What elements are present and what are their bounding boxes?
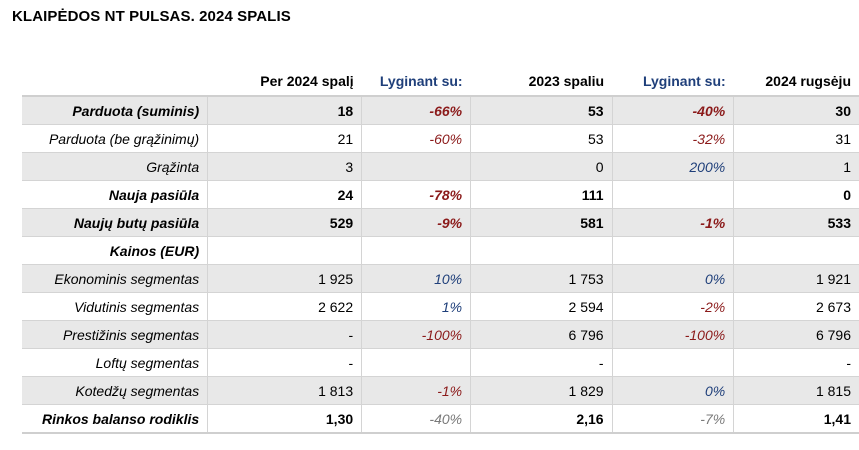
value-oct-2023: 581 <box>470 208 613 237</box>
change-vs-sep-2024 <box>612 236 735 265</box>
value-oct-2024: - <box>207 348 363 377</box>
row-label: Grąžinta <box>22 152 209 181</box>
change-vs-oct-2023: -78% <box>361 180 472 209</box>
value-oct-2023: - <box>470 348 613 377</box>
value-oct-2023: 6 796 <box>470 320 613 349</box>
row-label: Prestižinis segmentas <box>22 320 209 349</box>
value-oct-2024 <box>207 236 363 265</box>
change-vs-sep-2024 <box>612 348 735 377</box>
change-vs-oct-2023: -60% <box>361 124 472 153</box>
change-vs-sep-2024 <box>612 180 735 209</box>
table-row: Prestižinis segmentas - -100% 6 796 -100% 6 7… <box>22 320 859 349</box>
value-oct-2024: 1 813 <box>207 376 363 405</box>
row-label: Rinkos balanso rodiklis <box>22 404 209 434</box>
value-oct-2023: 111 <box>470 180 613 209</box>
value-sep-2024: 31 <box>733 124 859 153</box>
table-row: Parduota (be grąžinimų) 21 -60% 53 -32% 31 <box>22 124 859 153</box>
value-oct-2024: 529 <box>207 208 363 237</box>
change-vs-oct-2023 <box>361 152 472 181</box>
change-vs-sep-2024: -1% <box>612 208 735 237</box>
value-oct-2024: - <box>207 320 363 349</box>
row-label: Kainos (EUR) <box>22 236 209 265</box>
value-oct-2023: 0 <box>470 152 613 181</box>
value-sep-2024: 1,41 <box>733 404 859 434</box>
header-label-column <box>22 67 208 97</box>
table-row: Naujų butų pasiūla 529 -9% 581 -1% 533 <box>22 208 859 237</box>
value-oct-2024: 1,30 <box>207 404 363 434</box>
change-vs-oct-2023: 10% <box>361 264 472 293</box>
page-title: KLAIPĖDOS NT PULSAS. 2024 SPALIS <box>12 8 291 25</box>
value-sep-2024: 2 673 <box>733 292 859 321</box>
row-label: Parduota (suminis) <box>22 96 209 125</box>
value-oct-2024: 18 <box>207 96 363 125</box>
change-vs-sep-2024: -7% <box>612 404 735 434</box>
table-header-row: Per 2024 spalį Lyginant su: 2023 spaliu … <box>22 67 859 97</box>
table-row: Grąžinta 3 0 200% 1 <box>22 152 859 181</box>
table-row: Ekonominis segmentas 1 925 10% 1 753 0% 1 921 <box>22 264 859 293</box>
row-label: Parduota (be grąžinimų) <box>22 124 209 153</box>
header-compare-2: Lyginant su: <box>612 67 734 97</box>
value-oct-2023: 53 <box>470 96 613 125</box>
value-sep-2024: - <box>733 348 859 377</box>
table-row: Vidutinis segmentas 2 622 1% 2 594 -2% 2 673 <box>22 292 859 321</box>
value-oct-2024: 2 622 <box>207 292 363 321</box>
change-vs-oct-2023 <box>361 236 472 265</box>
change-vs-sep-2024: 0% <box>612 376 735 405</box>
row-label: Nauja pasiūla <box>22 180 209 209</box>
change-vs-oct-2023: -100% <box>361 320 472 349</box>
row-label: Loftų segmentas <box>22 348 209 377</box>
value-sep-2024: 30 <box>733 96 859 125</box>
change-vs-sep-2024: 0% <box>612 264 735 293</box>
table-row: Kainos (EUR) <box>22 236 859 265</box>
change-vs-sep-2024: -32% <box>612 124 735 153</box>
value-sep-2024: 1 921 <box>733 264 859 293</box>
value-oct-2024: 3 <box>207 152 363 181</box>
market-pulse-table: Per 2024 spalį Lyginant su: 2023 spaliu … <box>22 67 859 434</box>
table-row: Kotedžų segmentas 1 813 -1% 1 829 0% 1 815 <box>22 376 859 405</box>
value-sep-2024: 1 815 <box>733 376 859 405</box>
header-oct-2024: Per 2024 spalį <box>207 67 362 97</box>
table-row: Nauja pasiūla 24 -78% 111 0 <box>22 180 859 209</box>
change-vs-oct-2023: -9% <box>361 208 472 237</box>
row-label: Ekonominis segmentas <box>22 264 209 293</box>
value-oct-2023: 53 <box>470 124 613 153</box>
table-row: Rinkos balanso rodiklis 1,30 -40% 2,16 -7% 1,… <box>22 404 859 434</box>
value-sep-2024 <box>733 236 859 265</box>
value-sep-2024: 0 <box>733 180 859 209</box>
value-sep-2024: 6 796 <box>733 320 859 349</box>
value-oct-2023: 1 753 <box>470 264 613 293</box>
value-oct-2024: 1 925 <box>207 264 363 293</box>
change-vs-sep-2024: 200% <box>612 152 735 181</box>
table-row: Parduota (suminis) 18 -66% 53 -40% 30 <box>22 96 859 125</box>
row-label: Naujų butų pasiūla <box>22 208 209 237</box>
header-compare-1: Lyginant su: <box>361 67 471 97</box>
change-vs-oct-2023: 1% <box>361 292 472 321</box>
change-vs-sep-2024: -40% <box>612 96 735 125</box>
value-oct-2024: 21 <box>207 124 363 153</box>
change-vs-sep-2024: -2% <box>612 292 735 321</box>
change-vs-oct-2023: -66% <box>361 96 472 125</box>
change-vs-oct-2023 <box>361 348 472 377</box>
header-oct-2023: 2023 spaliu <box>470 67 613 97</box>
row-label: Vidutinis segmentas <box>22 292 209 321</box>
value-oct-2024: 24 <box>207 180 363 209</box>
value-oct-2023: 2,16 <box>470 404 613 434</box>
change-vs-sep-2024: -100% <box>612 320 735 349</box>
change-vs-oct-2023: -40% <box>361 404 472 434</box>
row-label: Kotedžų segmentas <box>22 376 209 405</box>
value-oct-2023: 1 829 <box>470 376 613 405</box>
table-row: Loftų segmentas - - - <box>22 348 859 377</box>
value-oct-2023: 2 594 <box>470 292 613 321</box>
value-sep-2024: 1 <box>733 152 859 181</box>
header-sep-2024: 2024 rugsėju <box>733 67 859 97</box>
value-sep-2024: 533 <box>733 208 859 237</box>
value-oct-2023 <box>470 236 613 265</box>
change-vs-oct-2023: -1% <box>361 376 472 405</box>
